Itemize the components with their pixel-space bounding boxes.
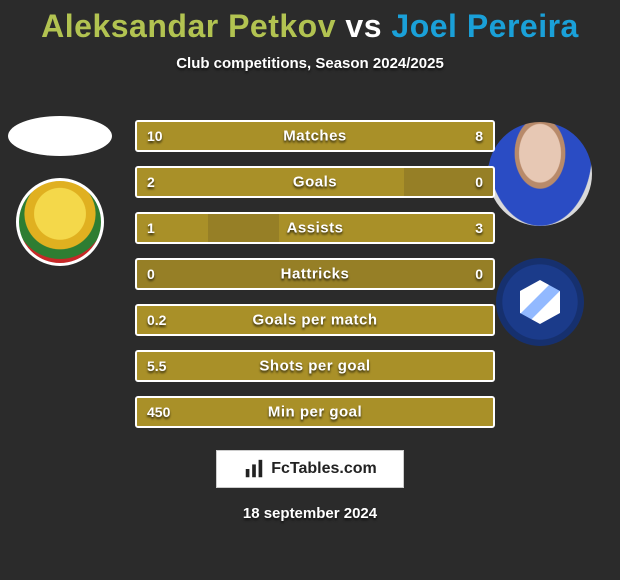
- stat-value-right: 8: [475, 128, 483, 144]
- fctables-logo[interactable]: FcTables.com: [216, 450, 404, 488]
- footer-date: 18 september 2024: [243, 505, 377, 522]
- stat-value-left: 0.2: [147, 312, 166, 328]
- stat-value-right: 0: [475, 266, 483, 282]
- season-subtitle: Club competitions, Season 2024/2025: [0, 55, 620, 72]
- stat-label: Goals per match: [252, 312, 377, 329]
- vs-separator: vs: [345, 8, 382, 44]
- player-right-name: Joel Pereira: [391, 8, 578, 44]
- stat-label: Matches: [283, 128, 347, 145]
- bar-chart-icon: [243, 458, 265, 480]
- stat-row: 0 0 Hattricks: [135, 258, 495, 290]
- stat-row: 2 0 Goals: [135, 166, 495, 198]
- stat-value-left: 1: [147, 220, 155, 236]
- stat-row: 5.5 Shots per goal: [135, 350, 495, 382]
- stat-row: 450 Min per goal: [135, 396, 495, 428]
- stat-value-right: 3: [475, 220, 483, 236]
- player-left-avatar-placeholder: [8, 116, 112, 156]
- stat-label: Goals: [293, 174, 337, 191]
- fctables-logo-text: FcTables.com: [271, 460, 377, 478]
- comparison-title: Aleksandar Petkov vs Joel Pereira: [0, 0, 620, 45]
- stat-row: 0.2 Goals per match: [135, 304, 495, 336]
- stat-label: Shots per goal: [259, 358, 370, 375]
- stat-label: Hattricks: [281, 266, 350, 283]
- stat-value-left: 10: [147, 128, 163, 144]
- stat-value-left: 450: [147, 404, 170, 420]
- bar-left: [137, 168, 404, 196]
- stat-value-left: 2: [147, 174, 155, 190]
- stats-chart: 10 8 Matches 2 0 Goals 1 3 Assists 0 0 Hattricks 0.2…: [135, 120, 495, 442]
- stat-label: Assists: [287, 220, 344, 237]
- stat-value-right: 0: [475, 174, 483, 190]
- club-right-badge: [496, 258, 584, 346]
- stat-row: 1 3 Assists: [135, 212, 495, 244]
- stat-value-left: 5.5: [147, 358, 166, 374]
- club-right-badge-inner: [520, 280, 560, 324]
- player-right-avatar: [488, 122, 592, 226]
- stat-label: Min per goal: [268, 404, 362, 421]
- club-left-badge: [16, 178, 104, 266]
- stat-row: 10 8 Matches: [135, 120, 495, 152]
- stat-value-left: 0: [147, 266, 155, 282]
- bar-right: [333, 122, 493, 150]
- player-left-name: Aleksandar Petkov: [41, 8, 336, 44]
